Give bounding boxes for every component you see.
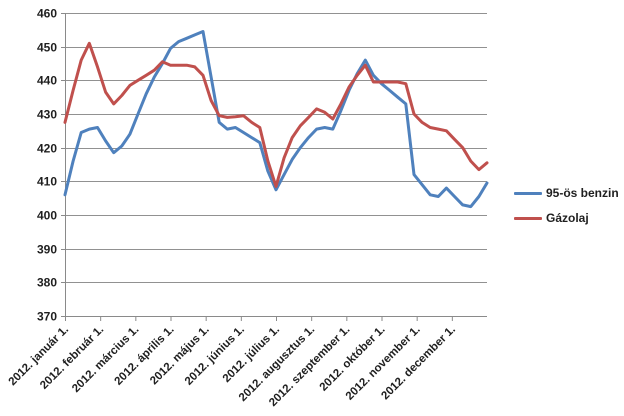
y-axis-label: 370: [37, 310, 57, 324]
series-line-gazolaj: [63, 41, 489, 188]
x-axis-label: 2012. február 1.: [38, 324, 106, 392]
x-axis-label: 2012. január 1.: [7, 324, 72, 389]
y-axis-label: 450: [37, 41, 57, 55]
legend-item-benzin: 95-ös benzin: [514, 186, 619, 200]
legend-label-gazolaj: Gázolaj: [546, 211, 589, 225]
legend-item-gazolaj: Gázolaj: [514, 211, 619, 225]
gazolaj-line-sample-icon: [514, 216, 542, 220]
y-axis-label: 420: [37, 142, 57, 156]
y-axis-label: 410: [37, 175, 57, 189]
x-axis-label: 2012. március 1.: [70, 324, 141, 395]
legend-label-benzin: 95-ös benzin: [546, 186, 619, 200]
legend: 95-ös benzin Gázolaj: [514, 186, 619, 225]
y-axis-label: 460: [37, 7, 57, 21]
y-axis-label: 400: [37, 209, 57, 223]
series-line-95-os-benzin: [63, 30, 489, 209]
y-axis-label: 440: [37, 74, 57, 88]
y-axis-label: 430: [37, 108, 57, 122]
x-axis-label: 2012. október 1.: [318, 324, 388, 394]
y-axis-label: 380: [37, 276, 57, 290]
benzin-line-sample-icon: [514, 191, 542, 195]
y-axis-label: 390: [37, 243, 57, 257]
